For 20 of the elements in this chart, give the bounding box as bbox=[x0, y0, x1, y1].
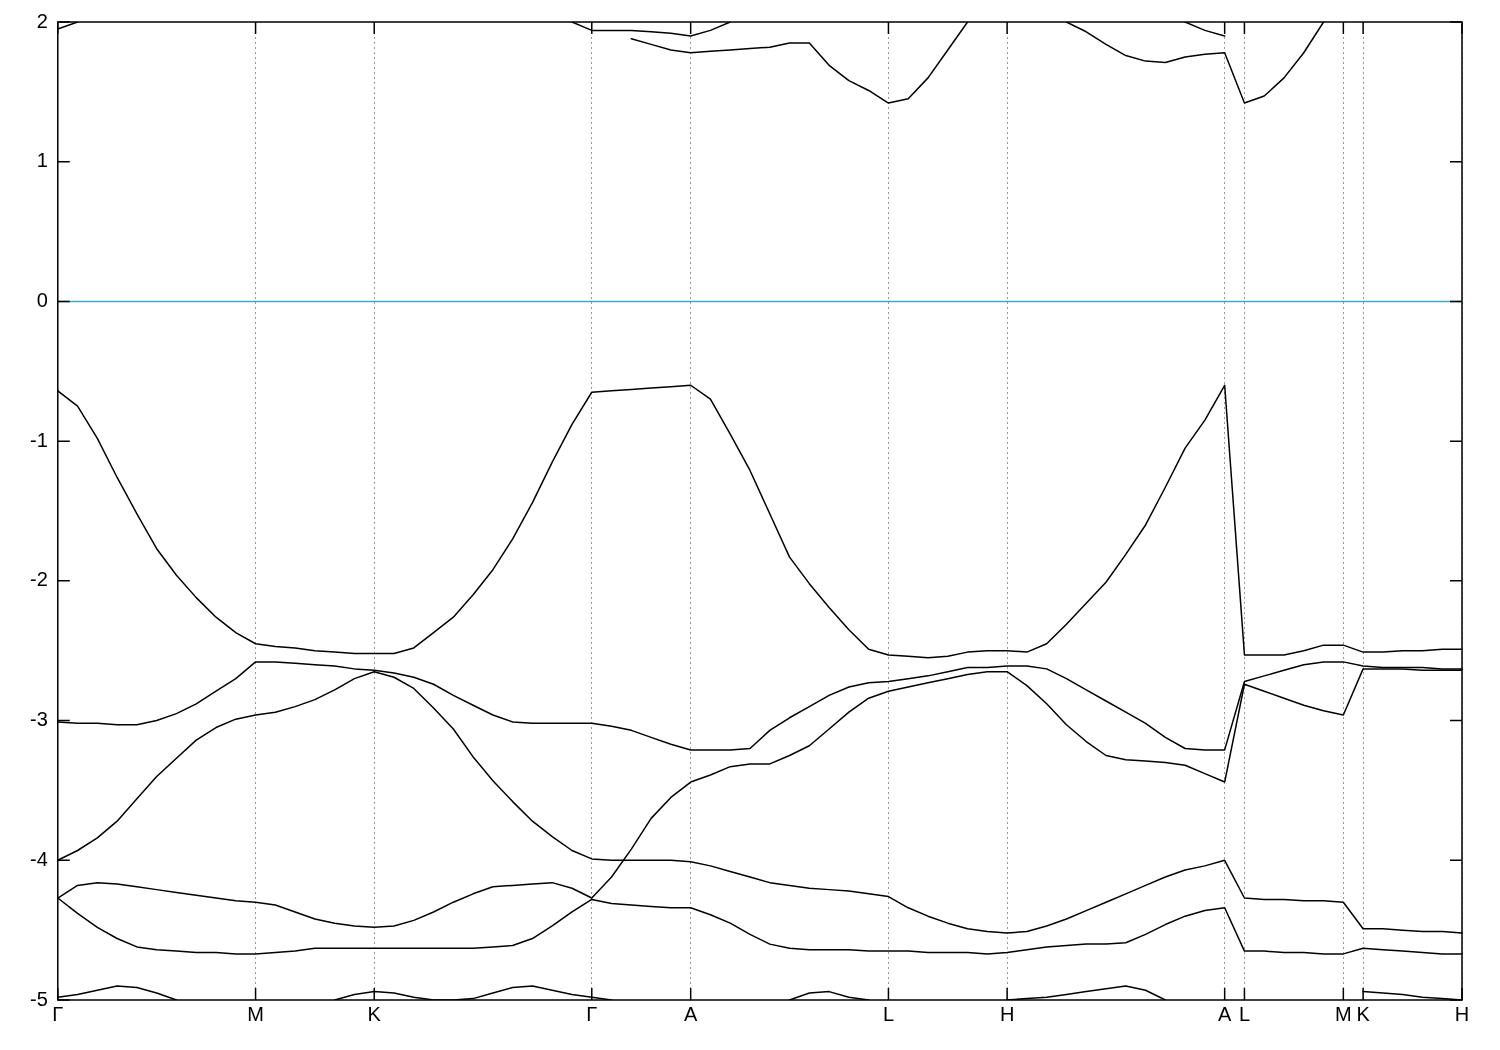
x-tick-label: Γ bbox=[52, 1002, 64, 1025]
x-tick-label: A bbox=[684, 1002, 698, 1025]
y-tick-label: -2 bbox=[29, 568, 48, 591]
y-tick-label: -3 bbox=[29, 708, 48, 731]
y-tick-label: -5 bbox=[29, 987, 48, 1010]
x-tick-label: L bbox=[882, 1002, 895, 1025]
x-tick-label: H bbox=[1454, 1002, 1470, 1025]
y-tick-label: 2 bbox=[36, 9, 48, 32]
x-tick-label: A bbox=[1218, 1002, 1232, 1025]
y-tick-label: -1 bbox=[29, 428, 48, 451]
x-tick-label: H bbox=[999, 1002, 1015, 1025]
y-tick-label: -4 bbox=[29, 847, 48, 870]
x-tick-label: Γ bbox=[586, 1002, 598, 1025]
x-tick-label: L bbox=[1238, 1002, 1251, 1025]
x-tick-label: K bbox=[367, 1002, 382, 1025]
x-tick-label: M bbox=[247, 1002, 264, 1025]
x-tick-label: K bbox=[1356, 1002, 1371, 1025]
x-tick-label: M bbox=[1335, 1002, 1352, 1025]
y-tick-label: 1 bbox=[36, 149, 48, 172]
y-tick-label: 0 bbox=[36, 288, 48, 311]
